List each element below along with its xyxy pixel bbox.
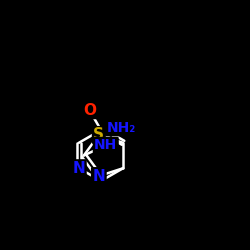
Text: N: N [92,168,105,184]
Text: NH: NH [94,138,118,152]
Text: N: N [72,161,85,176]
Text: S: S [93,128,104,142]
Text: O: O [83,103,96,118]
Text: NH₂: NH₂ [106,121,136,135]
